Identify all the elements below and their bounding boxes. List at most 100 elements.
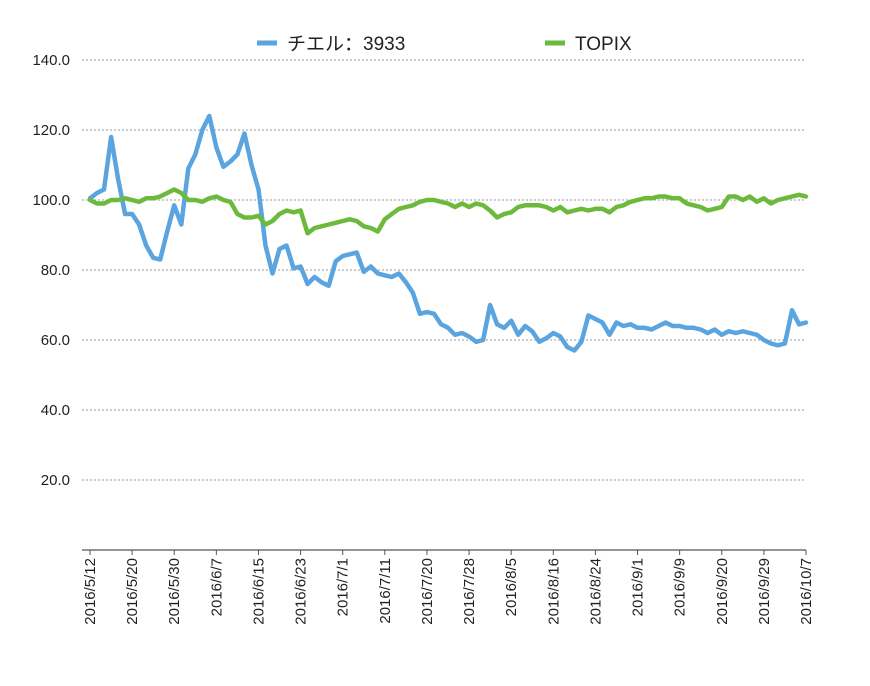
data-point	[383, 217, 387, 221]
data-point	[615, 205, 619, 209]
data-point	[720, 205, 724, 209]
data-point	[600, 321, 604, 325]
data-point	[692, 203, 696, 207]
data-point	[783, 342, 787, 346]
data-point	[523, 324, 527, 328]
y-tick-label: 120.0	[32, 122, 70, 139]
data-point	[776, 198, 780, 202]
data-point	[804, 321, 808, 325]
data-point	[706, 331, 710, 335]
data-point	[537, 203, 541, 207]
data-point	[615, 321, 619, 325]
data-point	[397, 272, 401, 276]
data-point	[804, 195, 808, 199]
data-point	[334, 221, 338, 225]
y-axis-ticks: 20.0 40.0 60.0 80.0 100.0 120.0 140.0	[32, 52, 70, 489]
data-point	[502, 326, 506, 330]
data-point	[608, 333, 612, 337]
data-point	[657, 324, 661, 328]
x-tick-label: 2016/9/29	[756, 558, 773, 625]
data-point	[495, 322, 499, 326]
data-point	[516, 333, 520, 337]
data-point	[355, 219, 359, 223]
data-point	[341, 254, 345, 258]
data-point	[692, 326, 696, 330]
data-point	[439, 200, 443, 204]
data-point	[383, 273, 387, 277]
data-point	[650, 196, 654, 200]
data-point	[593, 207, 597, 211]
y-tick-label: 80.0	[41, 262, 70, 279]
data-point	[306, 231, 310, 235]
data-point	[579, 340, 583, 344]
data-point	[397, 207, 401, 211]
data-point	[629, 200, 633, 204]
legend: チエル：3933 TOPIX	[257, 34, 632, 55]
data-point	[214, 146, 218, 150]
data-point	[278, 212, 282, 216]
legend-label-topix: TOPIX	[575, 34, 632, 55]
data-point	[285, 209, 289, 213]
data-point	[671, 196, 675, 200]
x-axis-ticks: 2016/5/12 2016/5/20 2016/5/30 2016/6/7 2016/…	[82, 550, 815, 625]
x-tick-label: 2016/8/24	[587, 558, 604, 625]
data-point	[544, 336, 548, 340]
data-point	[299, 265, 303, 269]
data-point	[741, 329, 745, 333]
data-point	[116, 198, 120, 202]
data-point	[734, 331, 738, 335]
x-tick-label: 2016/9/20	[714, 558, 731, 625]
data-point	[636, 198, 640, 202]
data-point	[565, 345, 569, 349]
data-point	[186, 167, 190, 171]
data-point	[341, 219, 345, 223]
data-point	[144, 196, 148, 200]
gridlines	[82, 59, 806, 481]
data-point	[537, 340, 541, 344]
data-point	[713, 207, 717, 211]
data-point	[390, 212, 394, 216]
data-point	[727, 329, 731, 333]
data-point	[292, 266, 296, 270]
data-point	[558, 205, 562, 209]
data-point	[460, 202, 464, 206]
data-point	[600, 207, 604, 211]
data-point	[257, 188, 261, 192]
legend-item-chiel: チエル：3933	[257, 34, 405, 55]
data-point	[369, 265, 373, 269]
data-point	[572, 209, 576, 213]
data-point	[481, 338, 485, 342]
data-point	[502, 212, 506, 216]
data-point	[369, 226, 373, 230]
data-point	[158, 195, 162, 199]
data-point	[214, 195, 218, 199]
data-point	[95, 202, 99, 206]
data-point	[769, 202, 773, 206]
y-tick-label: 140.0	[32, 52, 70, 69]
data-point	[158, 258, 162, 262]
data-point	[769, 342, 773, 346]
data-point	[123, 212, 127, 216]
data-point	[88, 198, 92, 202]
data-point	[762, 338, 766, 342]
data-point	[783, 196, 787, 200]
data-point	[586, 314, 590, 318]
data-point	[671, 324, 675, 328]
data-point	[165, 191, 169, 195]
data-point	[439, 322, 443, 326]
data-point	[404, 205, 408, 209]
data-point	[579, 207, 583, 211]
data-point	[516, 205, 520, 209]
x-tick-label: 2016/7/11	[377, 558, 394, 624]
data-point	[467, 205, 471, 209]
data-point	[278, 247, 282, 251]
data-point	[650, 328, 654, 332]
data-point	[453, 333, 457, 337]
data-point	[250, 163, 254, 167]
data-point	[474, 340, 478, 344]
data-point	[348, 252, 352, 256]
data-point	[102, 188, 106, 192]
data-point	[151, 256, 155, 260]
data-point	[221, 165, 225, 169]
